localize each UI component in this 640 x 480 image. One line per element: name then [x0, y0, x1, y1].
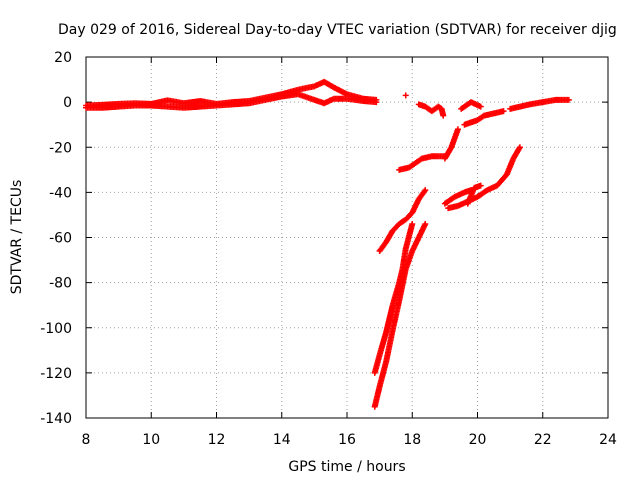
y-tick-label: -140 [40, 411, 72, 427]
y-tick-label: -80 [49, 276, 72, 292]
data-point [477, 182, 484, 189]
x-tick-label: 20 [469, 432, 487, 448]
x-tick-label: 12 [208, 432, 226, 448]
y-axis-label: SDTVAR / TECUs [9, 180, 25, 295]
data-point [422, 220, 429, 227]
x-tick-label: 16 [338, 432, 356, 448]
axis-ticks: 8 10 12 14 16 18 20 22 24 -140 -120 -100 -80 -60 -40 -2… [40, 50, 617, 448]
y-tick-label: 20 [54, 50, 72, 66]
x-axis-label: GPS time / hours [288, 459, 405, 475]
data-point [422, 187, 429, 194]
data-point [402, 92, 409, 99]
gridlines [86, 57, 608, 418]
x-tick-label: 10 [142, 432, 160, 448]
x-tick-label: 8 [82, 432, 91, 448]
data-point [454, 126, 461, 133]
data-point [565, 96, 572, 103]
data-point [477, 103, 484, 110]
y-tick-label: -120 [40, 366, 72, 382]
y-tick-label: 0 [63, 95, 72, 111]
x-tick-label: 22 [534, 432, 552, 448]
data-points [83, 78, 572, 410]
y-tick-label: -40 [49, 185, 72, 201]
data-point [440, 112, 447, 119]
x-tick-label: 18 [403, 432, 421, 448]
data-point [409, 220, 416, 227]
chart-title: Day 029 of 2016, Sidereal Day-to-day VTE… [58, 22, 617, 38]
y-tick-label: -20 [49, 140, 72, 156]
data-point [516, 144, 523, 151]
x-tick-label: 24 [599, 432, 617, 448]
x-tick-label: 14 [273, 432, 291, 448]
data-point [373, 99, 380, 106]
y-tick-label: -100 [40, 321, 72, 337]
y-tick-label: -60 [49, 231, 72, 247]
data-point [500, 108, 507, 115]
